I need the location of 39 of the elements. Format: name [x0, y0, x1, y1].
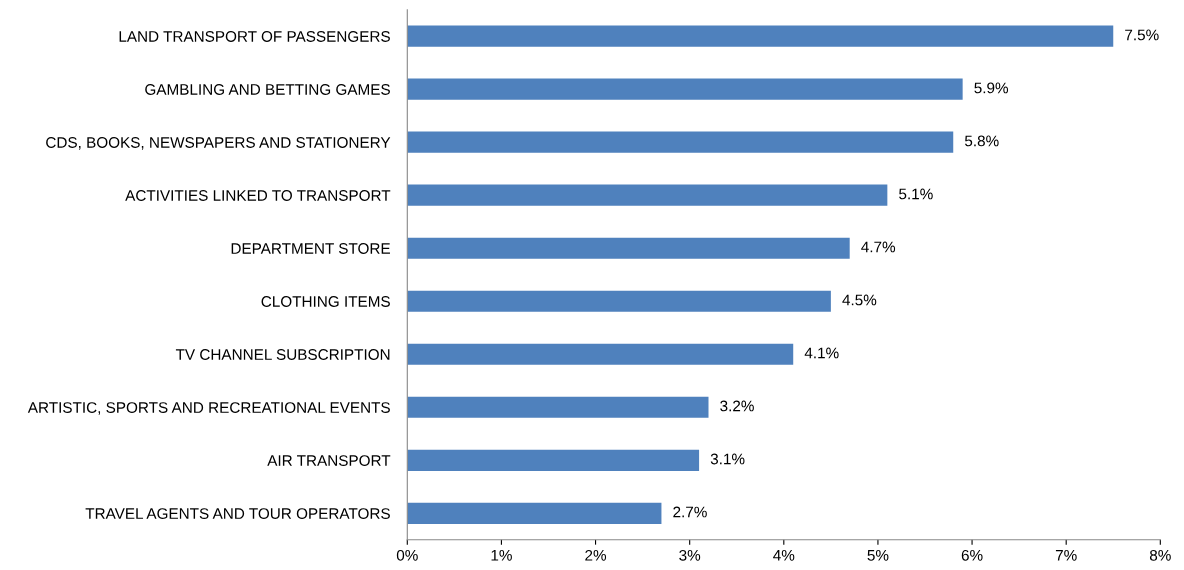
y-tick-label: DEPARTMENT STORE: [231, 243, 390, 254]
y-tick-label: ARTISTIC, SPORTS AND RECREATIONAL EVENTS: [27, 402, 390, 415]
x-tick-label: 2%: [585, 549, 607, 561]
data-label: 3.1%: [710, 453, 745, 465]
bar: [407, 25, 1114, 47]
bar: [407, 237, 850, 259]
data-label: 2.7%: [673, 506, 707, 518]
data-label: 4.1%: [804, 347, 839, 359]
bar: [407, 78, 963, 100]
x-tick-label: 7%: [1055, 549, 1077, 561]
y-tick-label: CDS, BOOKS, NEWSPAPERS AND STATIONERY: [46, 137, 391, 150]
y-tick-label: GAMBLING AND BETTING GAMES: [145, 84, 390, 95]
y-tick-label: TRAVEL AGENTS AND TOUR OPERATORS: [85, 508, 390, 519]
y-tick-label: AIR TRANSPORT: [267, 455, 391, 466]
data-label: 5.8%: [964, 135, 999, 147]
y-tick-label: LAND TRANSPORT OF PASSENGERS: [119, 31, 390, 42]
x-tick-label: 8%: [1149, 549, 1171, 561]
bar: [407, 343, 794, 365]
x-tick-label: 4%: [773, 549, 795, 561]
y-tick-label: ACTIVITIES LINKED TO TRANSPORT: [125, 190, 391, 201]
x-tick-label: 6%: [961, 549, 983, 561]
bar: [407, 502, 662, 524]
data-label: 5.9%: [974, 82, 1009, 94]
data-label: 7.5%: [1125, 29, 1159, 41]
data-label: 5.1%: [899, 188, 933, 200]
y-tick-label: TV CHANNEL SUBSCRIPTION: [175, 349, 390, 360]
data-label: 4.5%: [842, 294, 877, 306]
x-tick-label: 1%: [491, 549, 512, 561]
data-label: 4.7%: [861, 241, 896, 253]
bar: [407, 131, 954, 153]
bar: [407, 290, 831, 312]
y-tick-label: CLOTHING ITEMS: [261, 296, 390, 307]
x-tick-label: 0%: [396, 549, 418, 561]
bar: [407, 396, 709, 418]
x-tick-label: 3%: [679, 549, 701, 561]
data-label: 3.2%: [720, 400, 754, 412]
x-tick-label: 5%: [867, 549, 889, 561]
bar: [407, 184, 888, 206]
bar: [407, 449, 700, 471]
